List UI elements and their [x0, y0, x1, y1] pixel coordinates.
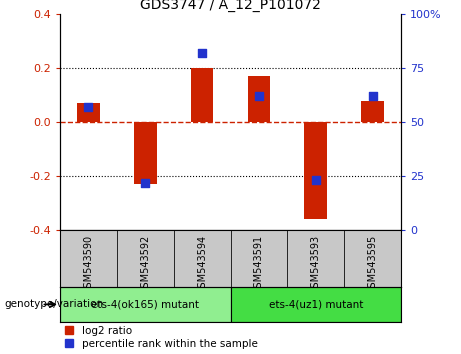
- Bar: [77, 103, 100, 122]
- FancyBboxPatch shape: [60, 287, 230, 322]
- Text: GSM543594: GSM543594: [197, 235, 207, 294]
- Text: GSM543592: GSM543592: [140, 235, 150, 294]
- Point: [369, 93, 376, 99]
- Point: [142, 180, 149, 185]
- FancyBboxPatch shape: [230, 230, 287, 287]
- FancyBboxPatch shape: [60, 230, 117, 287]
- FancyBboxPatch shape: [174, 230, 230, 287]
- FancyBboxPatch shape: [230, 287, 401, 322]
- Bar: [191, 68, 213, 122]
- Text: genotype/variation: genotype/variation: [5, 299, 104, 309]
- Bar: [248, 76, 270, 122]
- Point: [255, 93, 263, 99]
- Bar: [361, 101, 384, 122]
- Text: GSM543590: GSM543590: [83, 235, 94, 294]
- Title: GDS3747 / A_12_P101072: GDS3747 / A_12_P101072: [140, 0, 321, 12]
- Text: ets-4(uz1) mutant: ets-4(uz1) mutant: [269, 299, 363, 309]
- Text: GSM543593: GSM543593: [311, 235, 321, 294]
- Bar: [134, 122, 157, 184]
- FancyBboxPatch shape: [117, 230, 174, 287]
- FancyBboxPatch shape: [344, 230, 401, 287]
- Point: [312, 178, 319, 183]
- Legend: log2 ratio, percentile rank within the sample: log2 ratio, percentile rank within the s…: [65, 326, 258, 349]
- Text: GSM543591: GSM543591: [254, 235, 264, 294]
- Text: ets-4(ok165) mutant: ets-4(ok165) mutant: [91, 299, 199, 309]
- Point: [85, 104, 92, 110]
- FancyBboxPatch shape: [287, 230, 344, 287]
- Point: [198, 50, 206, 56]
- Bar: [304, 122, 327, 219]
- Text: GSM543595: GSM543595: [367, 235, 378, 294]
